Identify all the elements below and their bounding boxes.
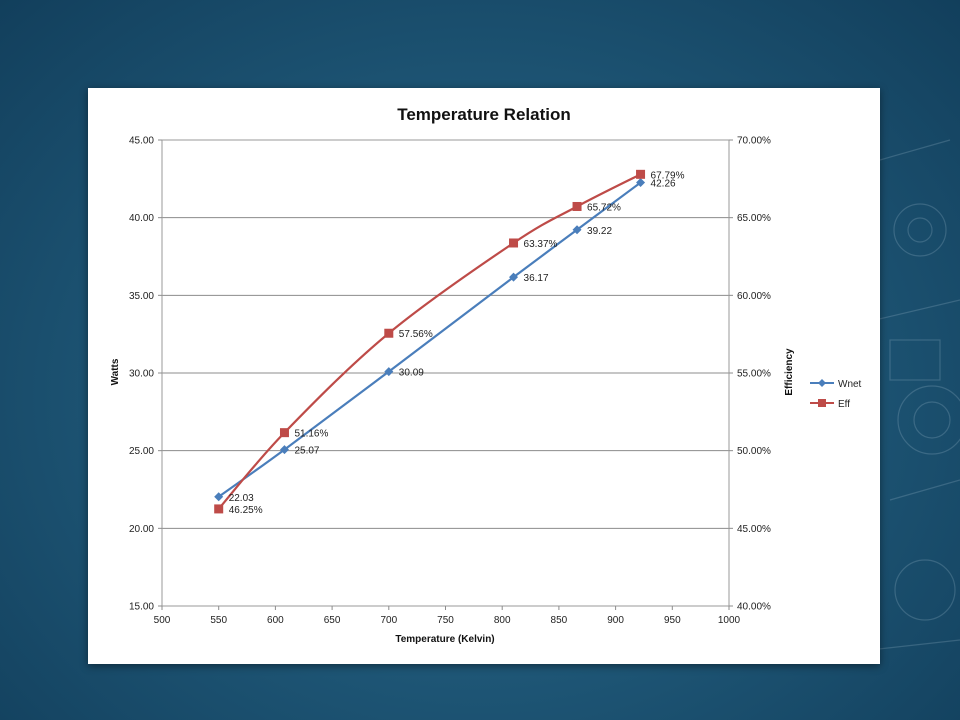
y2-axis-title: Efficiency [784,348,795,396]
x-tick-label: 850 [551,615,568,626]
y2-tick-label: 40.00% [737,602,771,613]
data-label-wnet: 42.26 [651,179,676,190]
x-tick-label: 800 [494,615,511,626]
y-tick-label: 30.00 [129,369,154,380]
series-group [214,169,646,514]
x-tick-label: 750 [437,615,454,626]
y-tick-label: 40.00 [129,213,154,224]
data-label-wnet: 39.22 [587,226,612,237]
data-point-eff [572,201,582,211]
chart: Temperature Relation 15.00 20.00 25.00 30.0… [110,105,862,645]
legend-marker-wnet [818,379,826,387]
x-tick-label: 1000 [718,615,741,626]
y2-tick-label: 70.00% [737,136,771,147]
chart-panel: Temperature Relation 15.00 20.00 25.00 30.0… [88,88,880,664]
y-tick-label: 45.00 [129,136,154,147]
legend-label-wnet: Wnet [838,379,862,390]
y-tick-label: 20.00 [129,524,154,535]
decorative-engine-sketch [870,139,960,651]
data-point-eff [636,169,646,179]
data-point-wnet [636,178,646,188]
data-label-wnet: 25.07 [294,446,319,457]
data-point-wnet [214,492,224,502]
data-point-wnet [509,272,519,282]
legend: Wnet Eff [810,379,862,410]
data-point-eff [214,504,224,514]
x-tick-label: 500 [154,615,171,626]
data-label-eff: 65.72% [587,202,621,213]
x-tick-label: 650 [324,615,341,626]
data-point-eff [384,328,394,338]
y2-tick-label: 60.00% [737,291,771,302]
chart-title: Temperature Relation [397,105,571,124]
axes: 15.00 20.00 25.00 30.00 35.00 40.00 45.00 40.00… [129,136,771,627]
data-label-eff: 67.79% [651,170,685,181]
data-point-wnet [572,225,582,235]
x-tick-label: 700 [380,615,397,626]
data-label-wnet: 36.17 [524,273,549,284]
y2-tick-label: 55.00% [737,369,771,380]
legend-marker-eff [818,399,826,407]
y2-tick-label: 45.00% [737,524,771,535]
data-point-eff [279,428,289,438]
data-label-eff: 63.37% [524,239,558,250]
data-point-wnet [279,445,289,455]
x-axis-title: Temperature (Kelvin) [395,634,494,645]
y2-tick-label: 50.00% [737,446,771,457]
x-tick-label: 600 [267,615,284,626]
x-tick-label: 550 [210,615,227,626]
data-point-wnet [384,367,394,377]
data-label-wnet: 30.09 [399,368,424,379]
data-labels: 22.03 25.07 30.09 36.17 39.22 42.26 46.25% 51.1… [229,170,685,516]
y-tick-label: 15.00 [129,602,154,613]
data-label-eff: 46.25% [229,505,263,516]
gridlines [162,139,729,607]
y2-tick-label: 65.00% [737,213,771,224]
y-tick-label: 25.00 [129,446,154,457]
data-label-wnet: 22.03 [229,493,254,504]
data-label-eff: 57.56% [399,329,433,340]
y-axis-title: Watts [110,358,121,385]
legend-label-eff: Eff [838,399,850,410]
y-tick-label: 35.00 [129,291,154,302]
data-point-eff [509,238,519,248]
data-label-eff: 51.16% [294,429,328,440]
x-tick-label: 950 [664,615,681,626]
x-tick-label: 900 [607,615,624,626]
